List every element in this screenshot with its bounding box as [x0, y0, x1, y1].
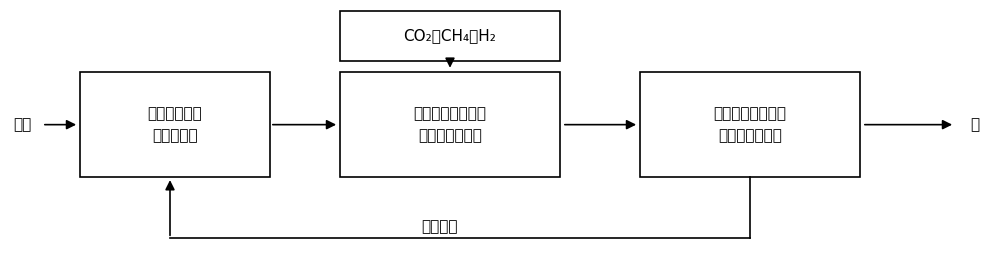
Text: 污泥回流: 污泥回流: [422, 220, 458, 235]
Text: CO₂、CH₄、H₂: CO₂、CH₄、H₂: [404, 29, 496, 43]
Text: 超声波、光合细菌
促进的厌氧反应: 超声波、光合细菌 促进的厌氧反应: [414, 106, 486, 143]
Text: 厌氧与超声联
合的预处理: 厌氧与超声联 合的预处理: [148, 106, 202, 143]
Bar: [340, 72, 560, 177]
Text: 水: 水: [970, 117, 980, 132]
Bar: [80, 72, 270, 177]
Bar: [340, 11, 560, 61]
Text: 污泥: 污泥: [13, 117, 31, 132]
Bar: [640, 72, 860, 177]
Text: 超声波、光合细菌
促进的好氧反应: 超声波、光合细菌 促进的好氧反应: [714, 106, 786, 143]
